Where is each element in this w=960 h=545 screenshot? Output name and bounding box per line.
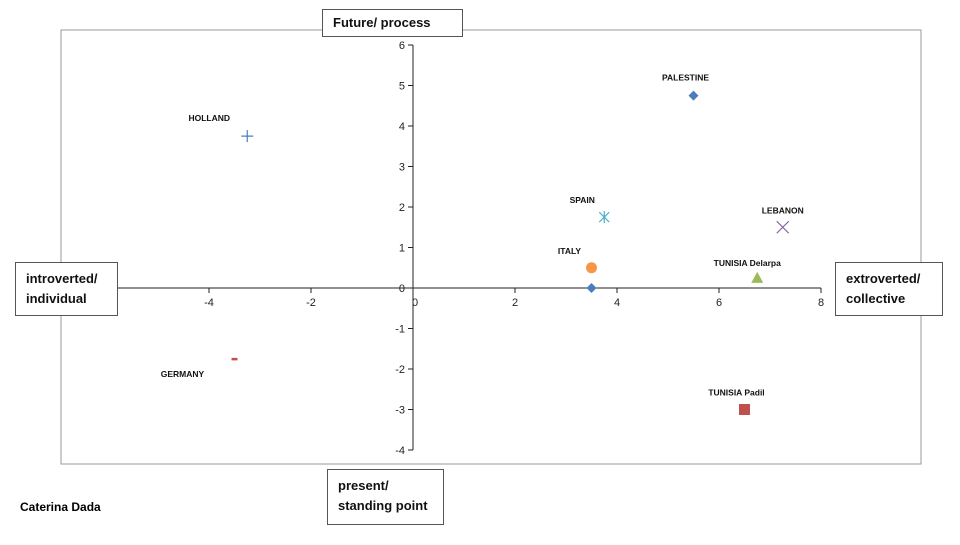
x-tick-label: -4 (204, 297, 214, 309)
triangle-marker (751, 271, 764, 283)
data-label: PALESTINE (662, 73, 709, 83)
point-italy: ITALY (558, 246, 597, 274)
diamond-marker (688, 90, 699, 101)
y-tick-label: 6 (399, 40, 405, 52)
point-tunisia-delarpa: TUNISIA Delarpa (714, 258, 782, 283)
x-marker (776, 220, 790, 234)
plus-marker (241, 130, 254, 143)
data-label: LEBANON (762, 205, 804, 215)
axis-label-left: introverted/ individual (15, 262, 118, 316)
point-unlabeled (586, 283, 597, 293)
data-label: GERMANY (161, 369, 205, 379)
y-tick-label: -4 (395, 445, 405, 457)
point-spain: SPAIN (570, 195, 610, 224)
data-label: TUNISIA Delarpa (714, 258, 782, 268)
y-tick-label: 1 (399, 243, 405, 255)
data-label: TUNISIA Padil (708, 388, 764, 398)
x-tick-label: 8 (818, 297, 824, 309)
square-marker (739, 404, 750, 415)
y-tick-label: -1 (395, 324, 405, 336)
data-label: ITALY (558, 246, 581, 256)
y-tick-label: 5 (399, 81, 405, 93)
axis-label-bottom: present/ standing point (327, 469, 444, 525)
axis-label-right: extroverted/ collective (835, 262, 943, 316)
axis-label-top: Future/ process (322, 9, 463, 37)
y-tick-label: 0 (399, 283, 405, 295)
point-palestine: PALESTINE (662, 73, 709, 101)
asterisk-marker (598, 211, 610, 224)
x-tick-label: -2 (306, 297, 316, 309)
x-tick-label: 6 (716, 297, 722, 309)
point-germany: GERMANY (161, 357, 238, 379)
plot-area-border (60, 29, 922, 465)
y-tick-label: 4 (399, 121, 405, 133)
data-label: HOLLAND (188, 113, 230, 123)
circle-marker (586, 262, 597, 274)
diamond-marker (586, 283, 597, 293)
data-label: SPAIN (570, 195, 595, 205)
y-tick-label: -2 (395, 364, 405, 376)
point-tunisia-padil: TUNISIA Padil (708, 388, 765, 415)
y-tick-label: -3 (395, 405, 405, 417)
x-tick-label: 2 (512, 297, 518, 309)
point-holland: HOLLAND (188, 113, 254, 143)
point-lebanon: LEBANON (762, 205, 804, 234)
dash-marker (231, 357, 238, 361)
author-credit: Caterina Dada (20, 500, 101, 514)
x-tick-label: 4 (614, 297, 620, 309)
x-tick-label: 0 (412, 297, 418, 309)
y-tick-label: 2 (399, 202, 405, 214)
y-tick-label: 3 (399, 162, 405, 174)
